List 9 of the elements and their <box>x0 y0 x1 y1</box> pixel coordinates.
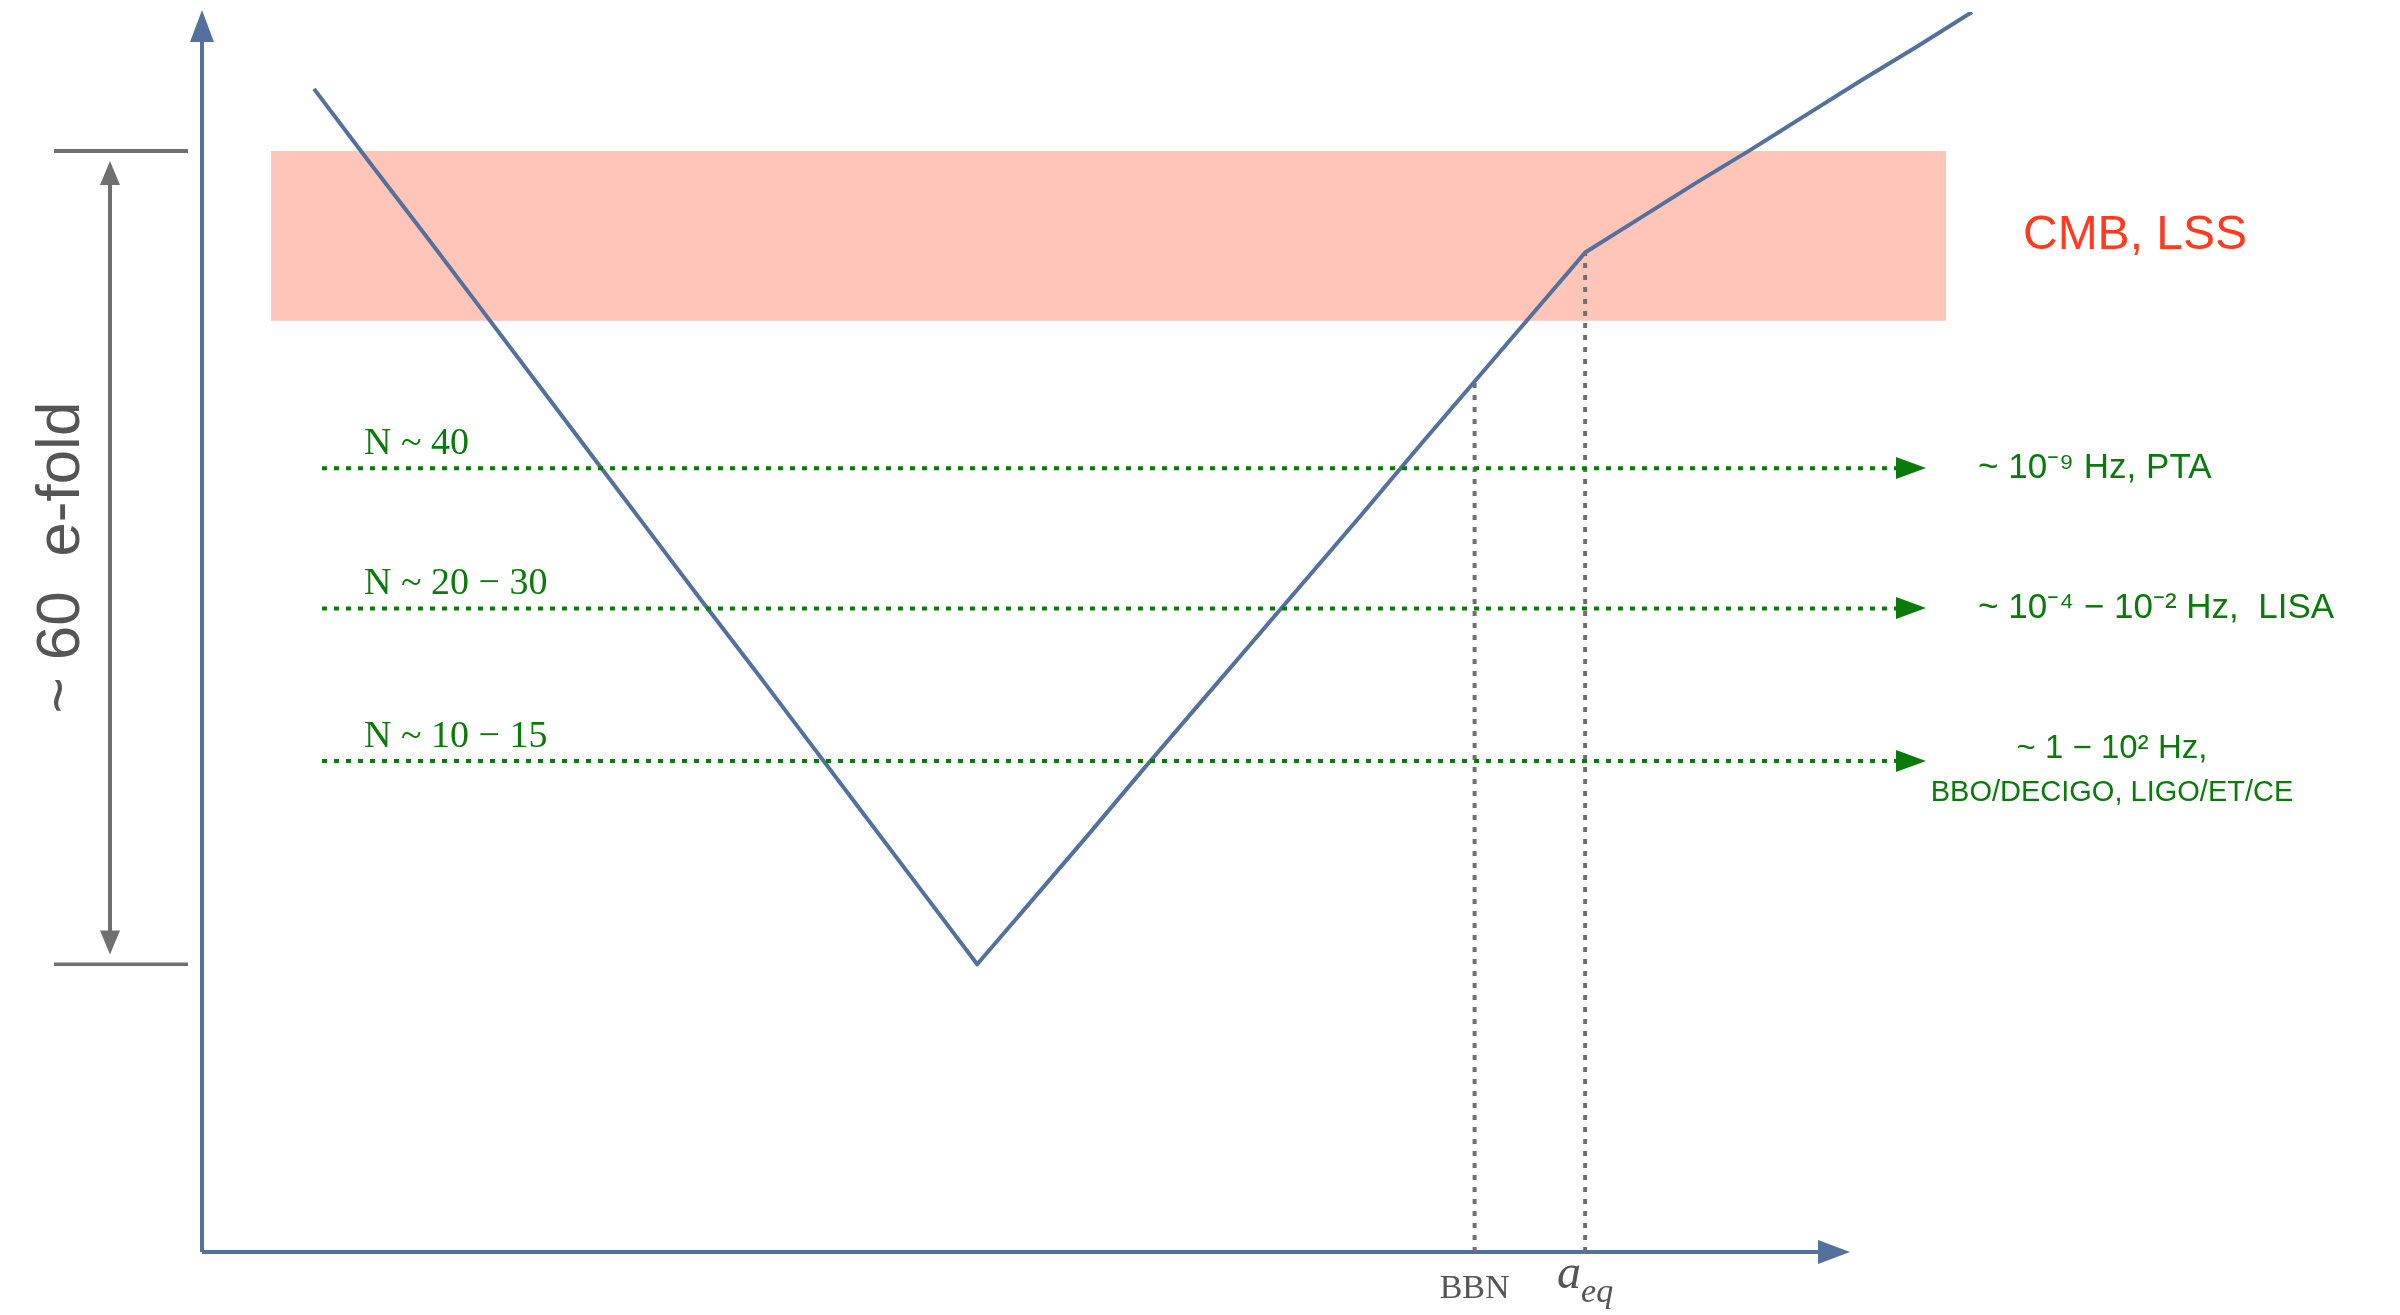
annotation: N ~ 10 − 15 <box>364 712 548 755</box>
ref-line-label: ~ 10⁻⁹ Hz, PTA <box>1978 445 2213 485</box>
annotation: N ~ 40 <box>364 420 470 463</box>
x-tick-label: BBN <box>1439 1268 1510 1305</box>
text: ~ 60 e-fold <box>23 401 93 714</box>
annotation: N ~ 20 − 30 <box>364 560 548 603</box>
ref-line-label: ~ 1 − 10² Hz, BBO/DECIGO, LIGO/ET/CE <box>1930 728 2294 807</box>
band-label: CMB, LSS <box>2022 206 2248 260</box>
ref-line-label: ~ 10⁻⁴ − 10⁻² Hz, LISA <box>1978 586 2335 626</box>
